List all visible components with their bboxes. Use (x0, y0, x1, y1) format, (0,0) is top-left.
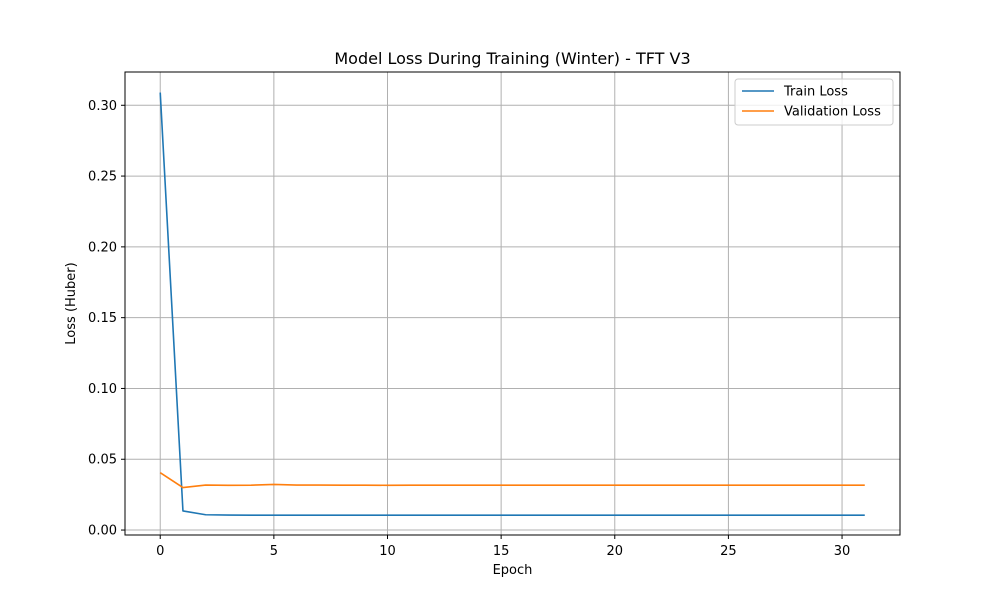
train-loss-line (159, 92, 865, 516)
x-tick-label: 0 (156, 544, 164, 559)
y-tick-label: 0.05 (88, 453, 117, 468)
legend-box (734, 78, 894, 126)
y-tick-label: 0.20 (88, 240, 117, 255)
y-tick-label: 0.15 (88, 311, 117, 326)
x-tick-label: 15 (493, 544, 510, 559)
plot-frame (124, 71, 901, 536)
y-tick-label: 0.00 (88, 524, 117, 539)
y-tick-label: 0.30 (88, 99, 117, 114)
x-tick-label: 30 (834, 544, 851, 559)
validation-loss-line (159, 472, 865, 489)
legend: Train Loss Validation Loss (734, 78, 894, 126)
validation-loss-legend-label: Validation Loss (784, 105, 881, 120)
x-tick-label: 10 (379, 544, 396, 559)
x-tick-label: 5 (270, 544, 278, 559)
x-tick-label: 20 (606, 544, 623, 559)
series-layer (159, 92, 865, 516)
x-axis-title: Epoch (493, 563, 533, 578)
y-tick-label: 0.10 (88, 382, 117, 397)
x-tick-label: 25 (720, 544, 737, 559)
chart-title: Model Loss During Training (Winter) - TF… (334, 49, 690, 68)
y-tick-label: 0.25 (88, 170, 117, 185)
y-axis-title: Loss (Huber) (64, 262, 79, 344)
tick-layer: 0 5 10 15 20 25 30 0.00 0.05 0.10 0.15 0.20 0.25 0.30 (88, 99, 850, 559)
train-loss-legend-label: Train Loss (783, 85, 848, 100)
grid-layer (125, 72, 900, 535)
